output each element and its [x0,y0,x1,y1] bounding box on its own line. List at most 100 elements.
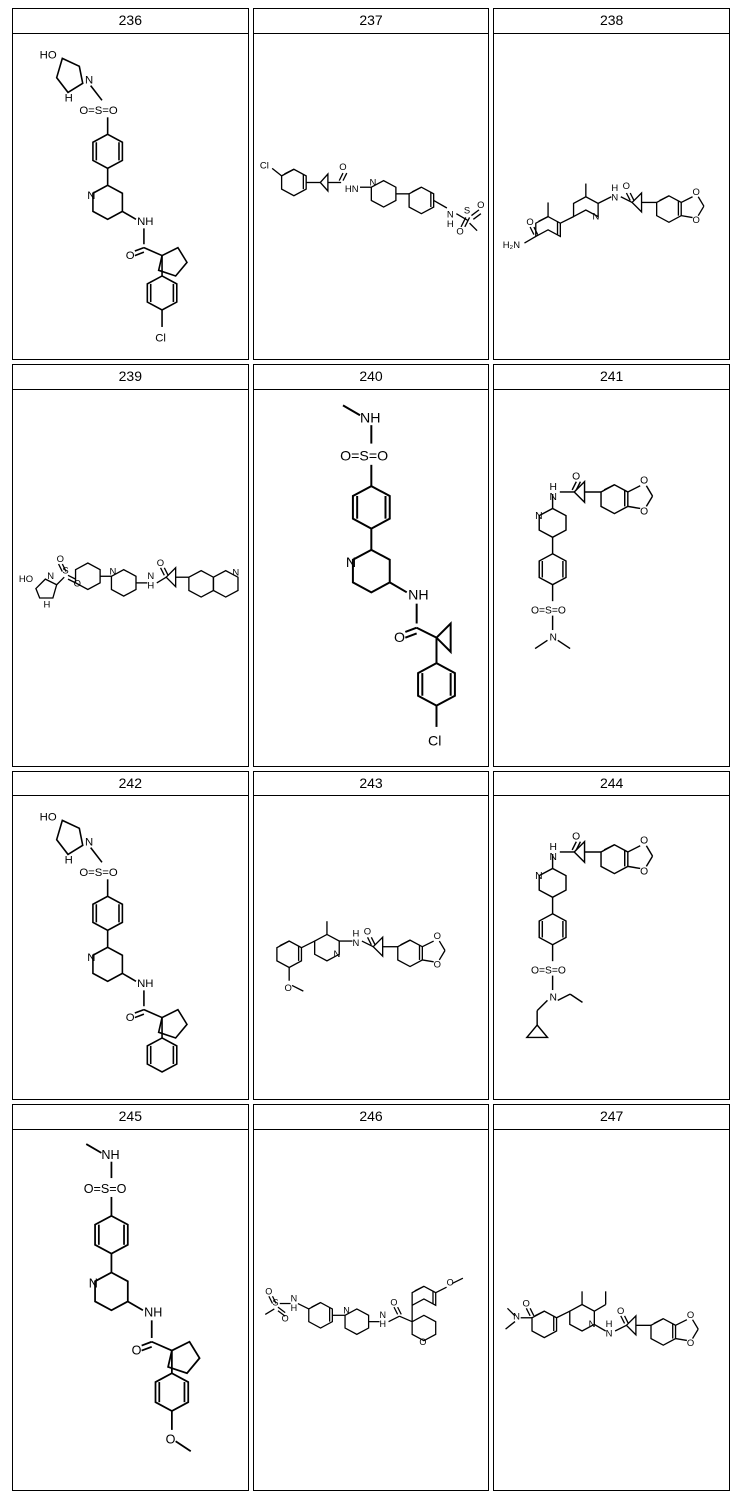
svg-text:N: N [593,212,600,223]
svg-text:O: O [693,216,700,227]
svg-text:O: O [265,1287,272,1297]
svg-text:O: O [126,250,135,262]
svg-text:O: O [527,218,534,229]
svg-text:N: N [232,568,239,579]
svg-text:O: O [687,1309,694,1320]
svg-text:N: N [550,992,557,1003]
svg-text:O=S=O: O=S=O [340,448,388,464]
svg-text:H: H [43,600,50,611]
svg-text:N: N [550,852,557,863]
compound-id: 246 [254,1105,489,1130]
compound-id: 247 [494,1105,729,1130]
svg-text:O: O [132,1343,142,1357]
compound-id: 238 [494,9,729,34]
compound-id: 236 [13,9,248,34]
compound-cell: 238 H₂N O N H N [493,8,730,360]
compound-structure: HO N H S O O N N H [13,390,248,766]
compound-structure: S O O N H N N H [254,1130,489,1491]
svg-text:H: H [290,1303,297,1313]
svg-text:O: O [339,162,346,173]
compound-id: 243 [254,772,489,797]
compound-id: 244 [494,772,729,797]
svg-text:O: O [573,832,581,843]
compound-structure: H₂N O N H N O [494,34,729,359]
svg-text:N: N [85,837,93,849]
compound-structure: NH O=S=O N NH O [254,390,489,766]
svg-text:H: H [65,855,73,867]
svg-text:O=S=O: O=S=O [79,867,118,879]
compound-id: 241 [494,365,729,390]
compound-structure: N H N O O O [494,796,729,1099]
svg-text:HO: HO [40,812,57,824]
svg-text:N: N [333,949,340,960]
svg-text:N: N [550,492,557,503]
svg-text:HO: HO [40,49,57,61]
compound-structure: NH O=S=O N NH O [13,1130,248,1491]
svg-text:H₂N: H₂N [503,240,520,251]
compound-structure: HO N H O=S=O N NH O [13,796,248,1099]
compound-id: 237 [254,9,489,34]
compound-cell: 247 N O N H [493,1104,730,1491]
svg-text:N: N [87,190,95,202]
svg-text:N: N [369,177,376,188]
svg-text:N: N [85,74,93,86]
svg-text:O: O [284,983,291,994]
svg-text:O=S=O: O=S=O [531,966,566,977]
compound-structure: N O N H N [494,1130,729,1491]
svg-text:N: N [352,938,359,949]
svg-text:N: N [535,871,542,882]
compound-cell: 240 NH O=S=O N NH O [253,364,490,767]
compound-cell: 245 NH O=S=O N NH O [12,1104,249,1491]
svg-text:NH: NH [137,216,153,228]
svg-text:O=S=O: O=S=O [531,606,566,617]
page-container: 236 HO N H O=S=O N NH [0,0,742,999]
svg-text:O: O [693,187,700,198]
compound-cell: 237 Cl O HN N [253,8,490,360]
svg-text:O: O [641,836,649,847]
svg-text:Cl: Cl [428,733,441,749]
svg-text:O: O [623,182,630,193]
svg-text:N: N [89,1276,98,1290]
compound-id: 239 [13,365,248,390]
svg-text:O: O [456,226,463,237]
svg-text:O: O [573,472,581,483]
compound-grid: 236 HO N H O=S=O N NH [12,8,730,991]
svg-text:O=S=O: O=S=O [79,105,118,117]
svg-text:O: O [687,1338,694,1349]
svg-text:O: O [419,1337,426,1347]
svg-text:NH: NH [144,1305,162,1319]
svg-text:O: O [477,200,484,211]
compound-id: 240 [254,365,489,390]
svg-text:N: N [343,1306,350,1316]
svg-text:O: O [641,507,649,518]
svg-text:N: N [47,572,54,583]
svg-text:NH: NH [137,978,153,990]
svg-text:N: N [110,567,117,578]
svg-text:H: H [447,218,454,229]
compound-cell: 242 HO N H O=S=O N NH [12,771,249,1100]
svg-text:O: O [641,867,649,878]
svg-text:N: N [345,554,355,570]
svg-text:O: O [126,1012,135,1024]
svg-text:O: O [617,1306,624,1317]
svg-text:O: O [363,927,370,938]
svg-text:N: N [612,193,619,204]
svg-text:O=S=O: O=S=O [84,1182,127,1196]
svg-text:O: O [281,1314,288,1324]
compound-cell: 244 N H N O O [493,771,730,1100]
svg-text:O: O [446,1277,453,1287]
svg-text:H: H [379,1319,386,1329]
compound-cell: 239 HO N H S O O N [12,364,249,767]
compound-cell: 246 S O O N H N [253,1104,490,1491]
svg-text:O: O [390,1297,397,1307]
svg-text:O: O [57,555,64,566]
svg-text:O: O [433,931,440,942]
compound-structure: O N H N O O [254,796,489,1099]
svg-text:NH: NH [408,587,428,603]
compound-cell: 236 HO N H O=S=O N NH [12,8,249,360]
svg-text:H: H [65,92,73,104]
svg-text:H: H [147,581,154,592]
compound-cell: 243 O N H N O [253,771,490,1100]
svg-text:Cl: Cl [155,332,166,344]
svg-text:O: O [433,960,440,971]
